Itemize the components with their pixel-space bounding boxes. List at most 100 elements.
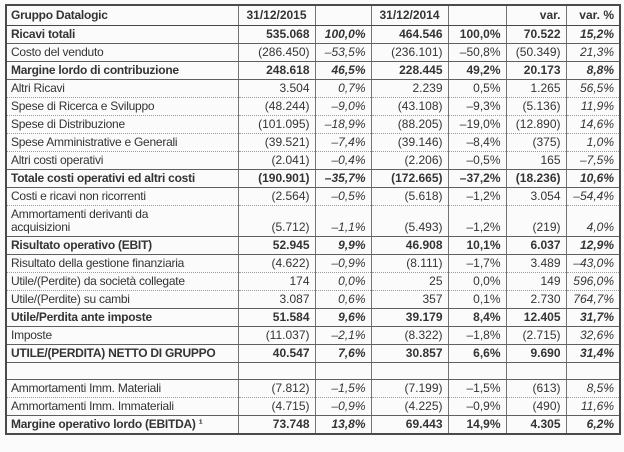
pct-2015: –0,9% (314, 254, 371, 273)
variation-pct: 56,5% (565, 79, 620, 98)
row-spacer (6, 362, 620, 380)
col-header-pct-2015 (314, 5, 371, 26)
row-ammortamenti-immateriali: Ammortamenti Imm. Immateriali (4.715) –0… (6, 397, 620, 416)
value-2014: (39.146) (370, 133, 448, 152)
row-utile-societa-collegate: Utile/(Perdite) da società collegate 174… (6, 272, 620, 291)
row-label: Imposte (6, 326, 238, 345)
variation-pct: 764,7% (565, 290, 620, 309)
pct-2015: –0,4% (314, 151, 371, 170)
variation-pct (565, 362, 620, 380)
col-header-var: var. (505, 5, 566, 26)
row-risultato-gestione-finanziaria: Risultato della gestione finanziaria (4.… (6, 254, 620, 273)
row-label: Altri Ricavi (6, 79, 238, 98)
variation-value: (5.136) (505, 97, 566, 116)
value-2015: 535.068 (237, 25, 315, 44)
income-statement-sheet: Gruppo Datalogic 31/12/2015 31/12/2014 v… (5, 4, 621, 435)
value-2014: 357 (370, 290, 448, 309)
value-2015: 51.584 (237, 308, 315, 327)
row-altri-costi-operativi: Altri costi operativi (2.041) –0,4% (2.2… (6, 151, 620, 170)
row-label: Spese di Ricerca e Sviluppo (6, 97, 238, 116)
pct-2015: 13,8% (314, 415, 371, 434)
value-2015: (190.901) (237, 169, 315, 188)
row-risultato-operativo-ebit: Risultato operativo (EBIT) 52.945 9,9% 4… (6, 236, 620, 255)
variation-pct: 14,6% (565, 115, 620, 134)
variation-pct: 12,9% (565, 236, 620, 255)
variation-value: 3.054 (505, 187, 566, 206)
variation-pct: 15,2% (565, 25, 620, 44)
variation-value (505, 362, 566, 380)
row-label: Spese Amministrative e Generali (6, 133, 238, 152)
pct-2014: 100,0% (447, 25, 506, 44)
value-2015: 174 (237, 272, 315, 291)
variation-pct: 31,4% (565, 344, 620, 363)
value-2014 (370, 362, 448, 380)
row-label: Altri costi operativi (6, 151, 238, 170)
header-row: Gruppo Datalogic 31/12/2015 31/12/2014 v… (6, 5, 620, 26)
value-2015 (237, 362, 315, 380)
variation-value: 3.489 (505, 254, 566, 273)
variation-pct: 1,0% (565, 133, 620, 152)
pct-2014: –1,7% (447, 254, 506, 273)
row-margine-lordo-contribuzione: Margine lordo di contribuzione 248.618 4… (6, 61, 620, 80)
row-utile-su-cambi: Utile/(Perdite) su cambi 3.087 0,6% 357 … (6, 290, 620, 309)
variation-pct: 32,6% (565, 326, 620, 345)
pct-2015: 0,0% (314, 272, 371, 291)
variation-value: 9.690 (505, 344, 566, 363)
financial-table: Gruppo Datalogic 31/12/2015 31/12/2014 v… (5, 4, 621, 435)
pct-2015: –18,9% (314, 115, 371, 134)
pct-2014: –37,2% (447, 169, 506, 188)
variation-pct: 596,0% (565, 272, 620, 291)
pct-2015: –0,5% (314, 187, 371, 206)
pct-2014: –0,5% (447, 151, 506, 170)
pct-2014: 49,2% (447, 61, 506, 80)
value-2014: 2.239 (370, 79, 448, 98)
row-label: UTILE/(PERDITA) NETTO DI GRUPPO (6, 344, 238, 363)
variation-value: 165 (505, 151, 566, 170)
pct-2015: 9,9% (314, 236, 371, 255)
pct-2015: –53,5% (314, 43, 371, 62)
pct-2015: –7,4% (314, 133, 371, 152)
value-2014: 30.857 (370, 344, 448, 363)
pct-2015: –0,9% (314, 397, 371, 416)
pct-2015: 9,6% (314, 308, 371, 327)
row-imposte: Imposte (11.037) –2,1% (8.322) –1,8% (2.… (6, 326, 620, 345)
variation-value: (2.715) (505, 326, 566, 345)
row-utile-ante-imposte: Utile/Perdita ante imposte 51.584 9,6% 3… (6, 308, 620, 327)
pct-2015: –9,0% (314, 97, 371, 116)
value-2015: (7.812) (237, 379, 315, 398)
variation-pct: 10,6% (565, 169, 620, 188)
variation-value: (50.349) (505, 43, 566, 62)
variation-pct: –43,0% (565, 254, 620, 273)
variation-value: 20.173 (505, 61, 566, 80)
row-label: Risultato della gestione finanziaria (6, 254, 238, 273)
variation-pct: 8,5% (565, 379, 620, 398)
value-2015: 40.547 (237, 344, 315, 363)
variation-value: 1.265 (505, 79, 566, 98)
pct-2015: –1,1% (314, 205, 371, 237)
pct-2014: –9,3% (447, 97, 506, 116)
value-2014: 25 (370, 272, 448, 291)
pct-2014: –1,2% (447, 187, 506, 206)
row-label: Ammortamenti Imm. Materiali (6, 379, 238, 398)
value-2015: (2.564) (237, 187, 315, 206)
pct-2015 (314, 362, 371, 380)
variation-value: (375) (505, 133, 566, 152)
pct-2015: –1,5% (314, 379, 371, 398)
value-2014: 46.908 (370, 236, 448, 255)
row-spese-amministrative-generali: Spese Amministrative e Generali (39.521)… (6, 133, 620, 152)
row-label: Costi e ricavi non ricorrenti (6, 187, 238, 206)
row-label: Utile/(Perdite) su cambi (6, 290, 238, 309)
value-2015: 52.945 (237, 236, 315, 255)
pct-2014: –50,8% (447, 43, 506, 62)
pct-2014: 6,6% (447, 344, 506, 363)
variation-pct: –54,4% (565, 187, 620, 206)
value-2015: (286.450) (237, 43, 315, 62)
variation-value: 2.730 (505, 290, 566, 309)
value-2014: (5.493) (370, 205, 448, 237)
pct-2015: 0,7% (314, 79, 371, 98)
col-header-2015: 31/12/2015 (237, 5, 315, 26)
value-2014: (8.322) (370, 326, 448, 345)
pct-2014: –1,2% (447, 205, 506, 237)
variation-value: 4.305 (505, 415, 566, 434)
value-2015: (4.622) (237, 254, 315, 273)
